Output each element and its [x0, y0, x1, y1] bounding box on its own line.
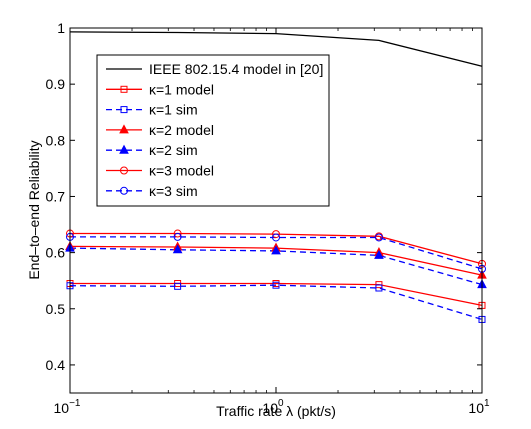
series-line-2: [69, 284, 483, 321]
data-point-6-1: [173, 232, 182, 241]
y-tick-label: 0.6: [46, 245, 66, 261]
x-tick-label: 10−1: [54, 398, 81, 416]
legend-marker-6: [120, 186, 128, 195]
data-point-4-1: [172, 244, 183, 254]
y-tick-label: 0.5: [46, 301, 66, 317]
data-point-4-2: [271, 245, 281, 255]
y-tick-label: 0.9: [46, 76, 66, 92]
y-axis-label: End–to–end Reliability: [26, 140, 42, 279]
y-tick-label: 1: [57, 20, 65, 36]
series-line-4: [69, 247, 483, 286]
data-point-4-3: [374, 249, 384, 259]
series-line-6: [70, 236, 483, 270]
y-axis: 0.4 0.5 0.6 0.7 0.8 0.9 1: [46, 20, 482, 373]
y-tick-label: 0.8: [46, 132, 66, 148]
legend-label-6: κ=3 sim: [149, 183, 198, 199]
data-point-6-3: [374, 233, 383, 242]
legend-label-4: κ=2 sim: [149, 142, 198, 158]
y-tick-label: 0.4: [46, 357, 66, 373]
data-point-2-1: [174, 282, 182, 290]
legend-label-2: κ=1 sim: [149, 102, 198, 118]
x-axis: 10−1 100 101: [54, 28, 490, 416]
data-point-2-2: [272, 281, 280, 289]
legend-label-1: κ=1 model: [149, 81, 214, 97]
legend-label-3: κ=2 model: [149, 122, 214, 138]
y-tick-label: 0.7: [46, 188, 66, 204]
legend-marker-5: [120, 166, 128, 175]
data-point-5-2: [272, 230, 280, 239]
legend-marker-1: [120, 85, 128, 93]
data-point-5-1: [173, 229, 182, 238]
x-axis-label: Traffic rate λ (pkt/s): [216, 403, 336, 419]
data-point-6-2: [272, 233, 280, 242]
legend-marker-3: [119, 124, 129, 134]
legend-marker-2: [120, 106, 128, 114]
legend: IEEE 802.15.4 model in [20] κ=1 model κ=1 …: [96, 54, 330, 207]
legend-label-0: IEEE 802.15.4 model in [20]: [149, 61, 323, 77]
x-tick-label: 101: [468, 398, 490, 416]
legend-marker-4: [119, 144, 129, 154]
x-tick-label: 100: [262, 398, 284, 416]
data-point-2-3: [375, 284, 383, 292]
series-line-1: [70, 282, 483, 307]
legend-label-5: κ=3 model: [149, 163, 214, 179]
